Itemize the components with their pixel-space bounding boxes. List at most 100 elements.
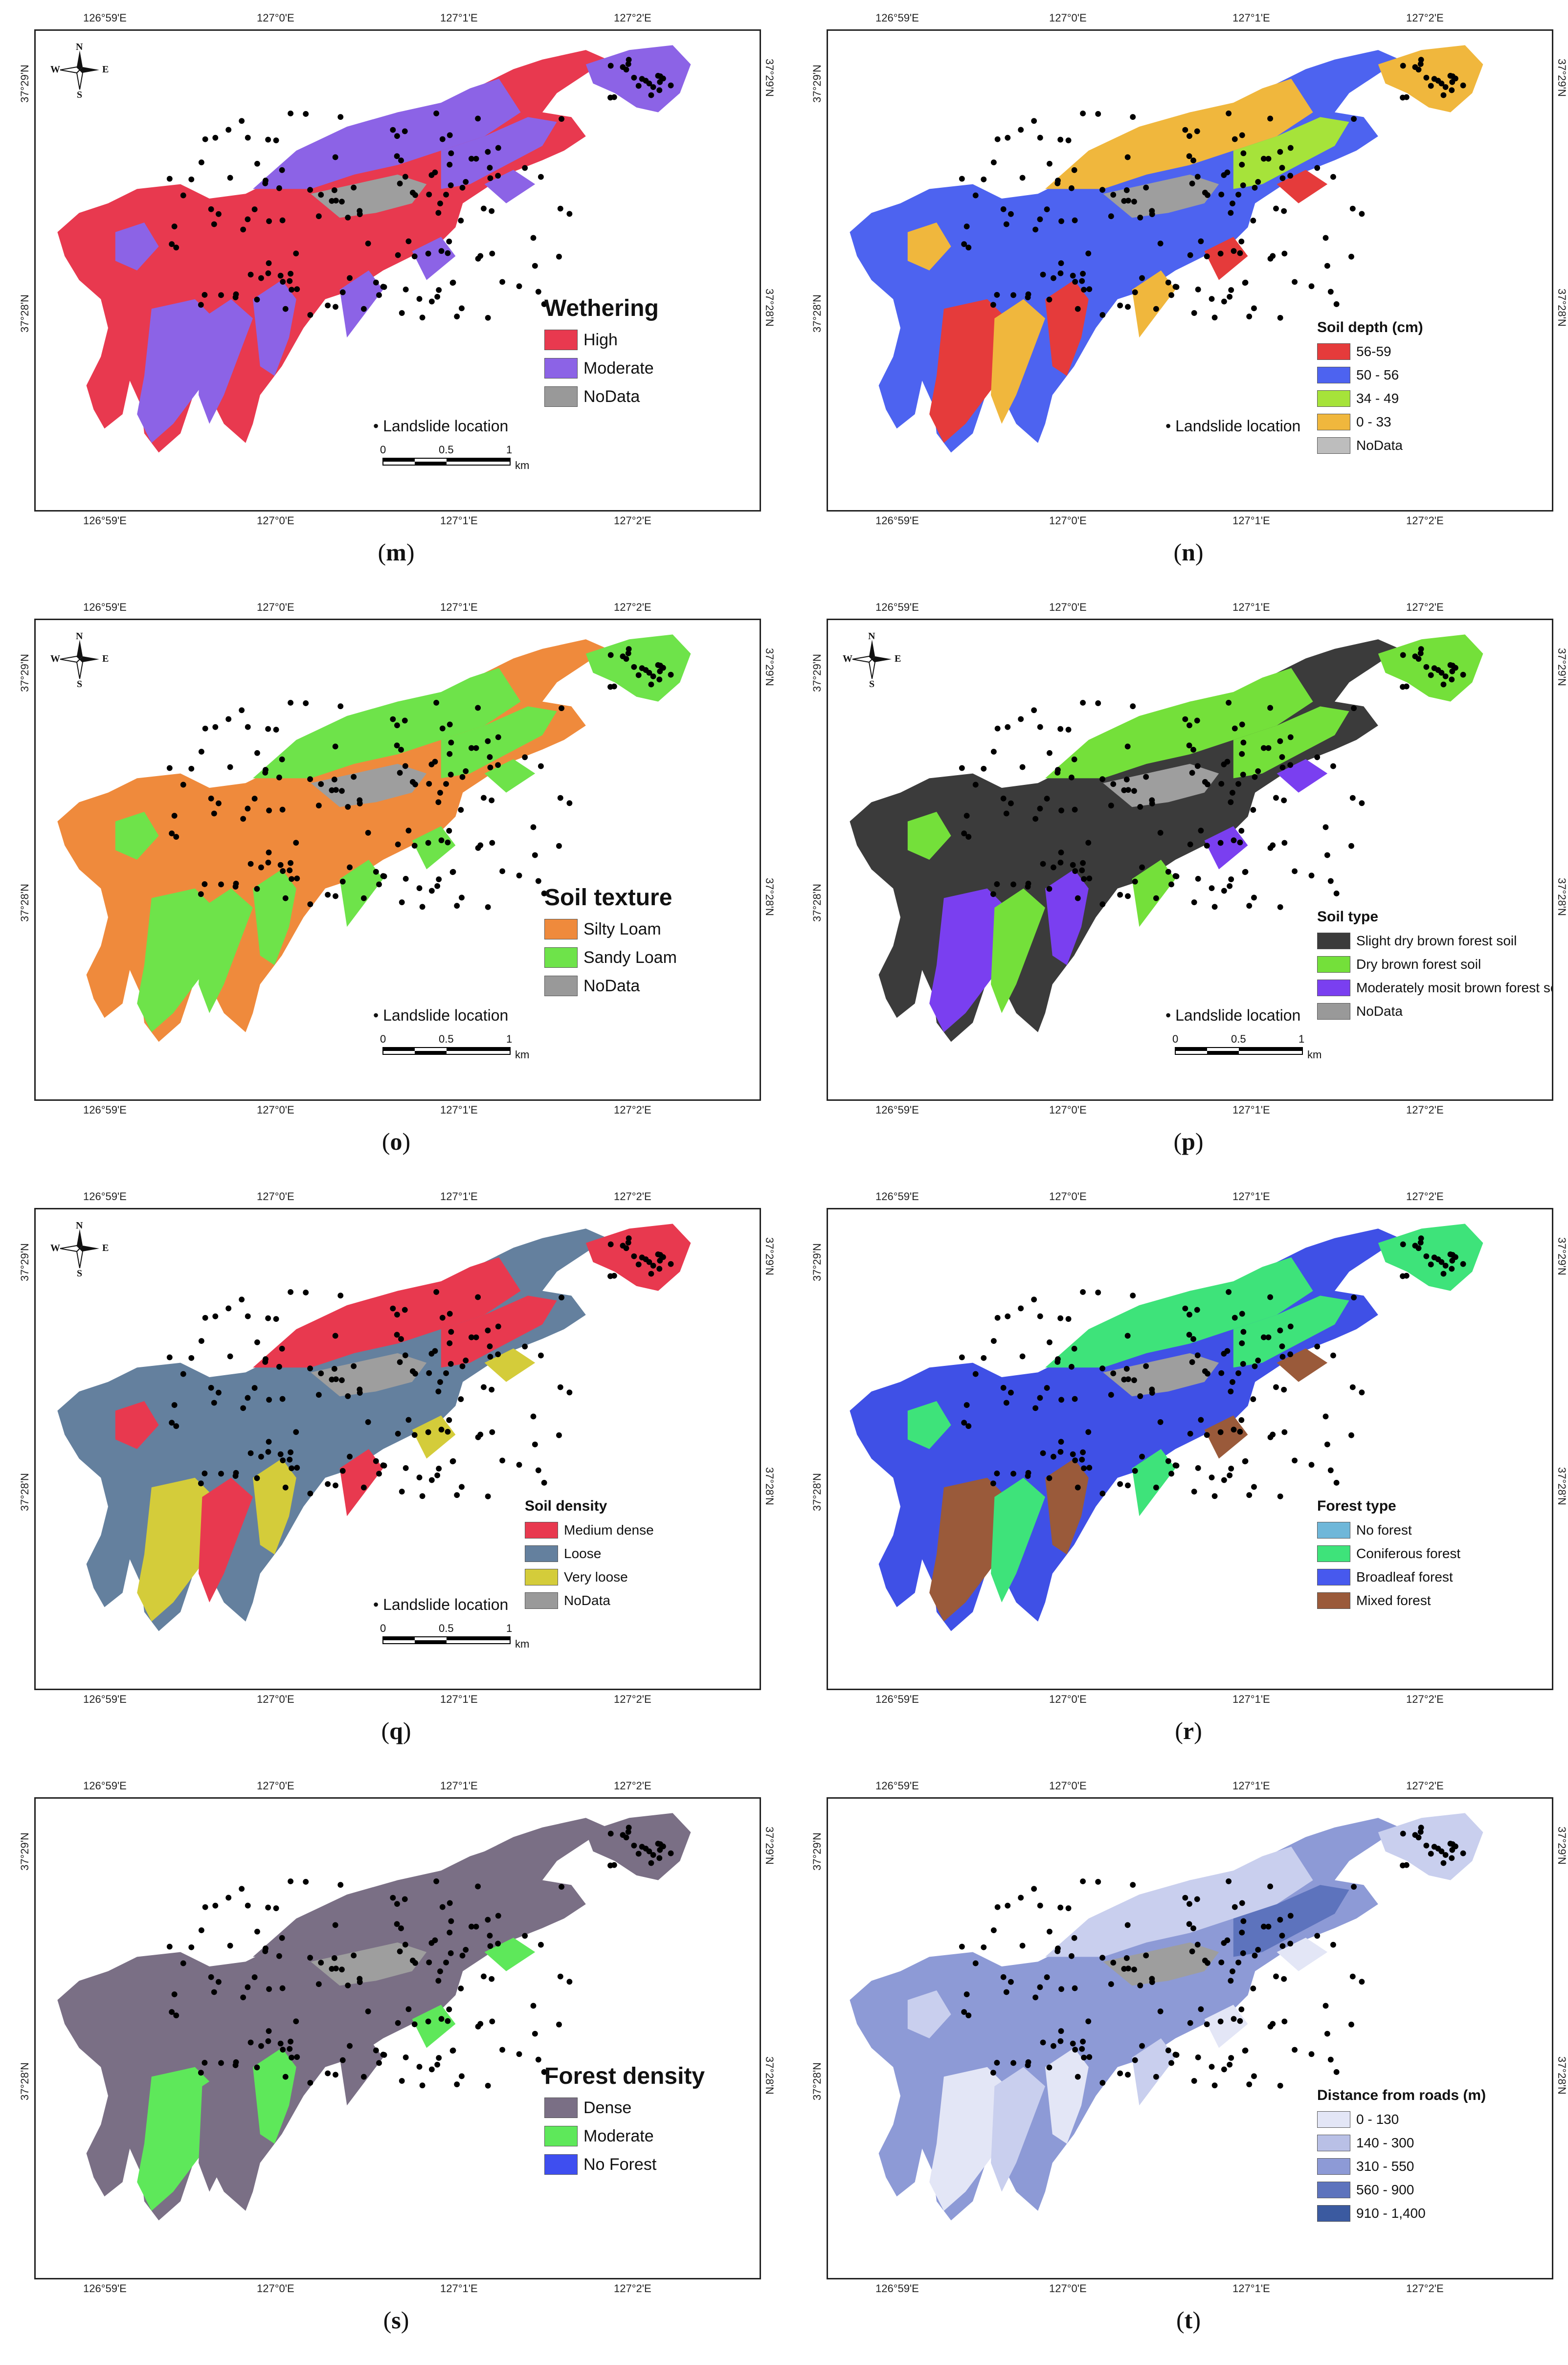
landslide-point — [347, 1453, 353, 1460]
landslide-point — [287, 1456, 293, 1463]
landslide-point — [1277, 1917, 1283, 1923]
landslide-point — [1125, 1376, 1131, 1383]
legend-item: Slight dry brown forest soil — [1317, 929, 1552, 953]
region-valley — [115, 1401, 159, 1449]
landslide-point — [499, 2047, 506, 2053]
landslide-point — [1065, 137, 1072, 143]
landslide-point — [1165, 1458, 1171, 1464]
landslide-point — [1227, 293, 1233, 300]
landslide-point — [1153, 1484, 1159, 1491]
landslide-point — [294, 286, 300, 292]
landslide-point — [1075, 2074, 1081, 2080]
landslide-point — [559, 116, 565, 122]
landslide-point — [1281, 1976, 1287, 1982]
lat-tick-label: 37°28'N — [19, 884, 31, 922]
compass-s-label: S — [869, 679, 875, 690]
region-north-band — [253, 1847, 521, 1957]
map-legend: Soil texture Silty Loam Sandy Loam NoData — [544, 884, 677, 1000]
lon-tick-label: 127°1'E — [440, 1780, 478, 1792]
landslide-point — [631, 1842, 637, 1849]
landslide-point — [1277, 1327, 1283, 1334]
lat-tick-label: 37°29'N — [1556, 59, 1568, 97]
landslide-point — [1099, 312, 1106, 318]
legend-item: NoData — [1317, 1000, 1552, 1023]
lon-tick-label: 127°1'E — [440, 1190, 478, 1203]
landslide-point — [416, 1474, 423, 1481]
landslide-point — [485, 1917, 491, 1923]
landslide-point — [1279, 165, 1285, 171]
landslide-point — [1132, 289, 1138, 295]
panel-caption: (r) — [1115, 1717, 1262, 1745]
landslide-point — [1400, 1241, 1406, 1248]
landslide-point — [1228, 876, 1234, 882]
landslide-point — [294, 2054, 300, 2060]
landslide-point — [339, 1468, 346, 1474]
landslide-point — [254, 750, 260, 756]
lon-tick-label: 127°0'E — [257, 12, 294, 24]
landslide-point — [541, 1480, 547, 1486]
landslide-point — [1460, 671, 1466, 678]
landslide-point — [258, 864, 264, 870]
landslide-point — [437, 1379, 443, 1385]
landslide-point — [390, 1305, 396, 1312]
landslide-point — [447, 132, 453, 138]
region-valley — [991, 299, 1045, 424]
landslide-point — [173, 2012, 179, 2019]
legend-title: Soil type — [1317, 909, 1379, 925]
landslide-point — [1218, 781, 1225, 787]
caption-paren-close: ) — [1194, 1717, 1202, 1744]
landslide-point — [1189, 770, 1195, 776]
region-valley — [199, 888, 253, 1013]
region-nodata — [1103, 764, 1219, 807]
landslide-point — [1428, 1851, 1434, 1857]
landslide-point — [1226, 110, 1232, 116]
landslide-point — [433, 699, 440, 706]
landslide-point — [1287, 762, 1294, 768]
landslide-point — [227, 175, 233, 181]
landslide-point — [495, 762, 501, 768]
landslide-point — [1130, 1293, 1136, 1299]
lon-tick-label: 127°0'E — [1049, 1104, 1087, 1116]
landslide-point — [277, 272, 284, 279]
landslide-point — [402, 717, 408, 724]
region-valley — [199, 1477, 253, 1603]
legend-label: Mixed forest — [1356, 1593, 1431, 1608]
landslide-point — [376, 881, 382, 888]
region-northeast — [585, 45, 691, 112]
landslide-point — [1218, 1959, 1225, 1965]
landslide-point — [447, 1311, 453, 1317]
region-valley — [199, 2067, 253, 2192]
landslide-point — [481, 1384, 487, 1390]
caption-letter: p — [1182, 1128, 1195, 1155]
lon-tick-label: 127°2'E — [614, 514, 651, 527]
landslide-point — [1237, 250, 1243, 256]
landslide-point — [1157, 2008, 1164, 2014]
landslide-point — [1330, 1941, 1336, 1948]
legend-swatch — [525, 1592, 558, 1609]
landslide-point — [1121, 198, 1127, 204]
legend-label: NoData — [1356, 1004, 1403, 1019]
scale-unit-label: km — [515, 1638, 530, 1650]
landslide-point — [1460, 82, 1466, 89]
landslide-point — [454, 903, 460, 909]
lat-tick-label: 37°28'N — [19, 1473, 31, 1511]
map-svg — [57, 1813, 691, 2221]
landslide-point — [1110, 192, 1117, 198]
landslide-point — [1204, 843, 1210, 849]
lat-tick-label: 37°28'N — [1556, 1467, 1568, 1505]
landslide-point — [459, 1484, 465, 1490]
landslide-point — [1333, 1480, 1340, 1486]
landslide-point — [1085, 1429, 1092, 1435]
landslide-point — [626, 646, 632, 652]
landslide-point — [1228, 2055, 1234, 2061]
landslide-point — [1239, 161, 1245, 168]
landslide-point — [1260, 1923, 1267, 1930]
landslide-point — [623, 67, 629, 73]
landslide-point — [288, 111, 294, 116]
landslide-point — [1231, 1427, 1237, 1433]
landslide-point — [266, 1986, 272, 1992]
landslide-point — [315, 213, 322, 220]
north-arrow-icon — [843, 630, 901, 689]
landslide-point — [339, 1966, 345, 1973]
landslide-point — [1314, 165, 1321, 171]
